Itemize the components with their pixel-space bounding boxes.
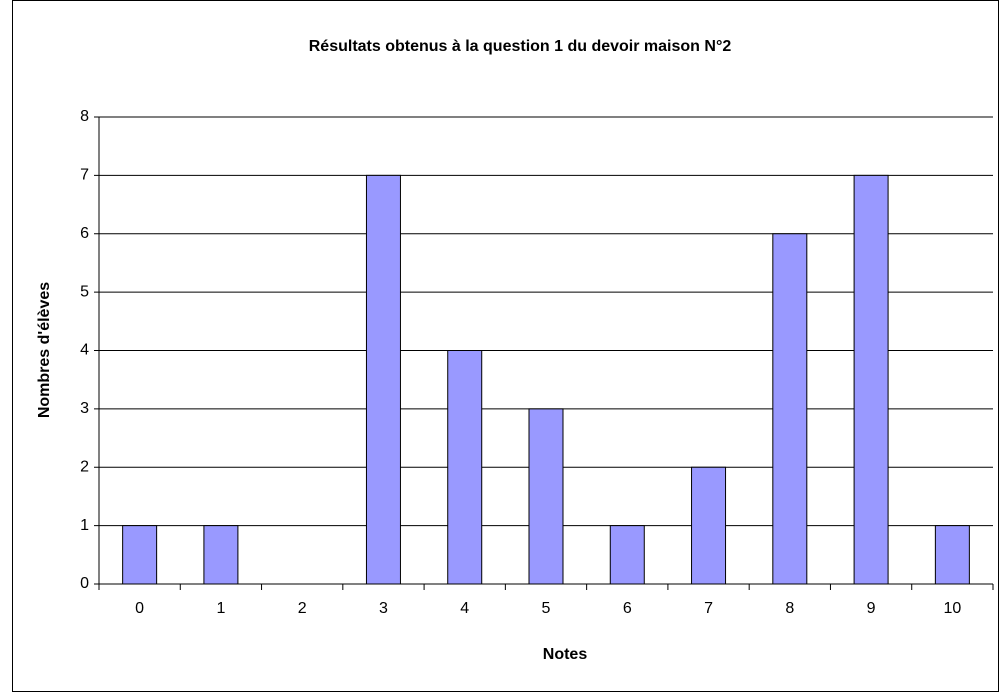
x-tick-label: 10	[943, 600, 961, 617]
x-tick-label: 3	[379, 600, 388, 617]
bar	[528, 408, 564, 585]
x-tick-label: 6	[623, 600, 632, 617]
x-tick-label: 4	[460, 600, 469, 617]
bar	[772, 233, 808, 585]
y-tick-label: 8	[80, 108, 89, 125]
bar	[447, 350, 483, 585]
bar	[365, 174, 401, 585]
chart-border	[12, 0, 999, 692]
y-tick-label: 4	[80, 342, 89, 359]
bar	[203, 525, 239, 585]
bar	[691, 466, 727, 585]
x-axis-label: Notes	[543, 646, 588, 663]
y-axis-label: Nombres d'élèves	[36, 282, 53, 418]
x-tick-label: 7	[704, 600, 713, 617]
y-tick-label: 7	[80, 167, 89, 184]
bar	[609, 525, 645, 585]
x-tick-label: 0	[135, 600, 144, 617]
y-tick-label: 3	[80, 400, 89, 417]
x-tick-label: 9	[867, 600, 876, 617]
x-tick-label: 8	[785, 600, 794, 617]
y-tick-label: 2	[80, 458, 89, 475]
bar	[122, 525, 158, 585]
y-tick-label: 1	[80, 517, 89, 534]
x-tick-label: 5	[542, 600, 551, 617]
bar	[934, 525, 970, 585]
y-tick-label: 5	[80, 283, 89, 300]
x-tick-label: 2	[298, 600, 307, 617]
y-tick-label: 0	[80, 575, 89, 592]
y-tick-label: 6	[80, 225, 89, 242]
x-tick-label: 1	[216, 600, 225, 617]
chart-title: Résultats obtenus à la question 1 du dev…	[309, 38, 732, 55]
bar	[853, 174, 889, 585]
